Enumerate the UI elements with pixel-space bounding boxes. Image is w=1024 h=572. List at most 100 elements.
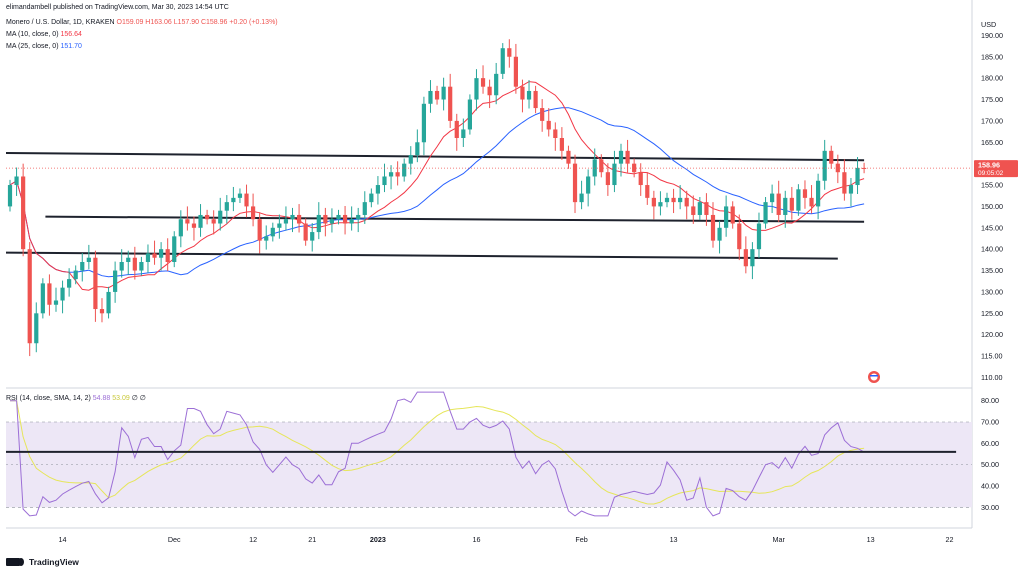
candle-down <box>520 86 525 100</box>
candle-up <box>14 176 19 186</box>
ohlc-values: O159.09 H163.06 L157.90 C158.96 +0.20 (+… <box>116 19 278 26</box>
candle-up <box>224 202 229 211</box>
time-tick-label: 16 <box>472 535 480 544</box>
price-tick-label: 125.00 <box>981 309 1003 318</box>
candle-up <box>474 78 479 100</box>
candle-down <box>802 189 808 198</box>
candle-up <box>316 214 321 233</box>
rsi-tick-label: 80.00 <box>981 396 999 405</box>
rsi-legend[interactable]: RSI (14, close, SMA, 14, 2) 54.88 53.09 … <box>6 394 146 402</box>
candle-up <box>40 283 45 314</box>
price-tick-label: 150.00 <box>981 202 1003 211</box>
rsi-extra: ∅ ∅ <box>131 395 146 402</box>
ma25-legend[interactable]: MA (25, close, 0) 151.70 <box>6 43 82 50</box>
time-tick-label: 22 <box>946 535 954 544</box>
candle-up <box>816 180 821 207</box>
candle-down <box>152 253 157 258</box>
tradingview-logo-icon <box>6 558 24 566</box>
time-tick-label: 13 <box>670 535 678 544</box>
candle-down <box>185 219 190 224</box>
candle-down <box>540 108 545 121</box>
candle-down <box>93 257 98 310</box>
price-axis-unit: USD <box>981 20 996 29</box>
candle-down <box>605 172 610 186</box>
candle-up <box>697 202 702 215</box>
candle-up <box>467 99 472 130</box>
bar-countdown: 09:05:02 <box>978 170 1004 177</box>
candle-up <box>526 90 532 100</box>
candle-up <box>34 313 39 344</box>
candle-up <box>586 176 591 194</box>
ma10-value: 156.64 <box>60 31 82 38</box>
candle-down <box>743 249 748 267</box>
candle-up <box>53 300 59 305</box>
candle-up <box>362 202 367 215</box>
ma10-legend[interactable]: MA (10, close, 0) 156.64 <box>6 31 82 38</box>
last-price-value: 158.96 <box>978 161 1000 170</box>
ma25-line <box>9 107 865 278</box>
candle-down <box>684 197 689 207</box>
candle-up <box>756 223 762 250</box>
last-price-tag <box>974 160 1018 178</box>
candle-down <box>533 90 538 109</box>
candle-up <box>382 176 387 186</box>
candle-down <box>244 193 249 207</box>
time-tick-label: 14 <box>59 535 67 544</box>
candle-down <box>132 257 137 271</box>
rsi-value: 54.88 <box>92 395 111 402</box>
candle-up <box>461 129 466 138</box>
candle-down <box>572 163 578 203</box>
candle-down <box>99 309 105 314</box>
candle-up <box>428 90 433 104</box>
candle-down <box>632 163 637 173</box>
candle-up <box>237 193 243 198</box>
candle-up <box>218 210 223 224</box>
candle-up <box>356 214 361 220</box>
candle-down <box>710 214 716 241</box>
candle-up <box>67 279 72 288</box>
candle-down <box>303 223 308 241</box>
time-tick-label: 13 <box>867 535 875 544</box>
candle-up <box>7 185 13 207</box>
candle-up <box>678 197 683 203</box>
candle-down <box>691 206 696 215</box>
rsi-ma-line <box>10 400 865 505</box>
rsi-ma-value: 53.09 <box>112 395 130 402</box>
price-chart[interactable]: USD 190.00 185.00 180.00 175.00 170.00 165.00 1… <box>0 0 1024 555</box>
trendline <box>5 151 865 162</box>
candle-down <box>323 214 328 224</box>
symbol-name[interactable]: Monero / U.S. Dollar, 1D, KRAKEN <box>6 19 115 26</box>
candle-down <box>21 176 26 250</box>
candle-up <box>388 172 394 177</box>
candle-up <box>336 214 341 220</box>
candle-up <box>106 291 111 314</box>
candle-down <box>789 197 794 211</box>
candle-up <box>283 219 289 224</box>
price-tick-label: 130.00 <box>981 287 1003 296</box>
candle-up <box>264 236 269 241</box>
candle-down <box>454 120 459 138</box>
price-tick-label: 180.00 <box>981 74 1003 83</box>
price-tick-label: 135.00 <box>981 266 1003 275</box>
candle-up <box>113 270 118 292</box>
time-tick-label: Dec <box>168 535 181 544</box>
flag-icon[interactable] <box>868 371 880 383</box>
candle-up <box>664 197 670 203</box>
candle-up <box>231 197 236 203</box>
candle-up <box>796 189 801 211</box>
tradingview-logo[interactable]: TradingView <box>6 557 79 567</box>
candle-down <box>730 206 735 224</box>
candle-down <box>211 219 216 224</box>
price-tick-label: 140.00 <box>981 245 1003 254</box>
candle-up <box>415 142 420 156</box>
ma25-label: MA (25, close, 0) <box>6 43 59 50</box>
rsi-tick-label: 50.00 <box>981 460 999 469</box>
price-tick-label: 175.00 <box>981 95 1003 104</box>
candle-up <box>750 249 755 267</box>
candle-up <box>172 236 177 262</box>
candle-down <box>191 223 197 228</box>
candle-up <box>658 202 663 207</box>
candle-up <box>310 232 315 241</box>
candle-down <box>27 249 32 344</box>
candle-down <box>487 86 492 96</box>
